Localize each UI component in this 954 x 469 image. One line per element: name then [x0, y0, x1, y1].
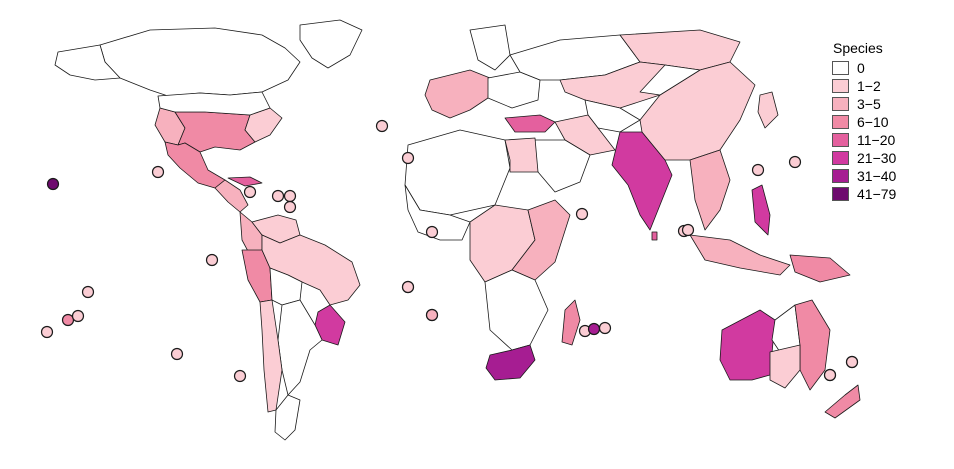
- region-madagascar: [561, 299, 581, 346]
- region-scandinavia: [469, 24, 511, 71]
- region-japan: [757, 91, 779, 129]
- legend-label: 11−20: [857, 132, 896, 148]
- legend-item: 1−2: [832, 77, 896, 95]
- island-marker-lord-howe: [823, 368, 837, 382]
- region-usa-north: [157, 91, 271, 116]
- legend-label: 1−2: [857, 78, 881, 94]
- island-marker-taiwan-islands: [751, 163, 765, 177]
- legend: Species 0 1−2 3−5 6−10 11−20 21−30 31−40 41−79: [832, 40, 896, 203]
- legend-item: 41−79: [832, 185, 896, 203]
- legend-item: 21−30: [832, 149, 896, 167]
- island-marker-bermuda: [375, 119, 389, 133]
- legend-swatch: [832, 169, 849, 183]
- region-patagonia: [274, 394, 301, 441]
- region-alaska: [54, 44, 121, 81]
- legend-label: 21−30: [857, 150, 897, 166]
- legend-swatch: [832, 133, 849, 147]
- region-turkey: [504, 114, 556, 133]
- island-marker-christmas-island: [681, 223, 695, 237]
- region-mongolia: [639, 64, 701, 96]
- island-marker-caribbean-1: [243, 185, 257, 199]
- island-marker-juan-fernandez: [170, 347, 184, 361]
- region-west-africa: [404, 184, 471, 241]
- region-mexico: [164, 141, 226, 189]
- region-southern-africa: [484, 269, 549, 351]
- island-marker-caribbean-2: [271, 189, 285, 203]
- region-greenland: [299, 19, 363, 69]
- island-marker-tristan: [401, 280, 415, 294]
- island-marker-seychelles: [575, 207, 589, 221]
- legend-item: 11−20: [832, 131, 896, 149]
- island-marker-reunion: [587, 322, 601, 336]
- island-marker-caribbean-4: [283, 200, 297, 214]
- region-chile: [259, 299, 283, 413]
- legend-swatch: [832, 115, 849, 129]
- legend-swatch: [832, 79, 849, 93]
- island-marker-marquesas: [81, 285, 95, 299]
- island-marker-st-helena: [425, 308, 439, 322]
- island-marker-tuamotu: [71, 309, 85, 323]
- island-marker-galapagos: [205, 253, 219, 267]
- region-western-europe: [424, 69, 491, 119]
- island-marker-easter-island: [233, 369, 247, 383]
- island-marker-ogasawara: [788, 155, 802, 169]
- island-marker-caribbean-3: [283, 189, 297, 203]
- island-marker-azores: [401, 151, 415, 165]
- island-marker-kermadec: [845, 355, 859, 369]
- legend-item: 31−40: [832, 167, 896, 185]
- region-north-africa: [404, 129, 511, 216]
- legend-swatch: [832, 151, 849, 165]
- legend-item: 6−10: [832, 113, 896, 131]
- legend-item: 3−5: [832, 95, 896, 113]
- region-egypt: [504, 137, 539, 173]
- region-central-america: [214, 179, 249, 213]
- region-philippines: [751, 184, 771, 236]
- island-marker-hawaii: [46, 177, 60, 191]
- region-new-zealand: [824, 384, 861, 419]
- region-south-africa: [485, 344, 536, 381]
- legend-label: 31−40: [857, 168, 897, 184]
- legend-title: Species: [833, 40, 883, 56]
- legend-swatch: [832, 187, 849, 201]
- legend-label: 6−10: [857, 114, 889, 130]
- region-east-africa: [511, 199, 571, 281]
- region-canada: [99, 27, 301, 97]
- region-colombia: [239, 211, 263, 256]
- legend-swatch: [832, 61, 849, 75]
- island-marker-revillagigedo: [151, 165, 165, 179]
- region-southeast-asia: [689, 149, 731, 231]
- region-new-guinea: [789, 254, 851, 283]
- region-eastern-europe: [487, 71, 541, 109]
- region-sri-lanka: [651, 231, 658, 241]
- legend-label: 3−5: [857, 96, 881, 112]
- legend-label: 0: [857, 60, 865, 76]
- island-marker-cook-islands: [40, 325, 54, 339]
- region-australia-west: [719, 309, 776, 381]
- legend-label: 41−79: [857, 186, 897, 202]
- region-argentina: [277, 299, 323, 396]
- legend-item: 0: [832, 59, 896, 77]
- island-marker-rodrigues: [598, 321, 612, 335]
- region-indonesia: [689, 234, 791, 276]
- legend-swatch: [832, 97, 849, 111]
- island-marker-tahiti: [61, 313, 75, 327]
- island-marker-ascension: [425, 225, 439, 239]
- region-australia-south: [769, 344, 801, 389]
- region-cuba: [227, 176, 263, 187]
